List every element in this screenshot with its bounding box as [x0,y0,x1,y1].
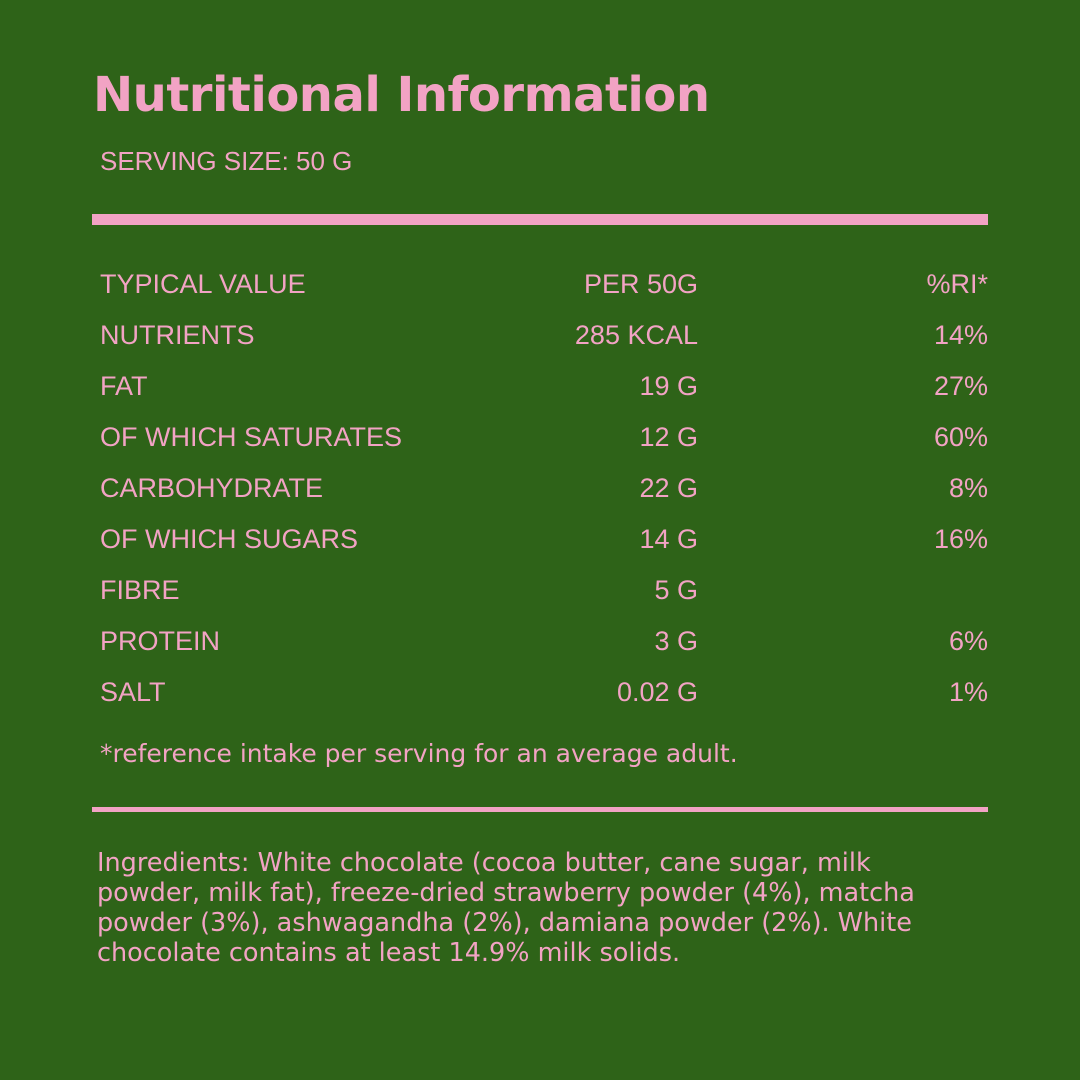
nutrient-name: FAT [100,371,148,401]
table-row: FAT 19 G 27% [100,361,988,412]
nutrition-table: TYPICAL VALUE PER 50G %RI* NUTRIENTS 285… [100,259,988,718]
nutrient-name: NUTRIENTS [100,320,255,350]
nutrient-name: OF WHICH SATURATES [100,422,402,452]
nutrient-name: CARBOHYDRATE [100,473,324,503]
divider-top [92,214,988,225]
header-per-serving: PER 50G [583,269,698,299]
header-typical-value: TYPICAL VALUE [100,269,306,299]
nutrient-ri: 1% [948,677,988,707]
nutrient-amount: 0.02 G [616,677,698,707]
nutrient-ri: 16% [933,524,988,554]
nutrient-ri: 27% [933,371,988,401]
table-header-row: TYPICAL VALUE PER 50G %RI* [100,259,988,310]
table-row: CARBOHYDRATE 22 G 8% [100,463,988,514]
table-row: PROTEIN 3 G 6% [100,616,988,667]
header-reference-intake: %RI* [926,269,988,299]
table-row: OF WHICH SUGARS 14 G 16% [100,514,988,565]
table-row: NUTRIENTS 285 KCAL 14% [100,310,988,361]
nutrient-amount: 12 G [639,422,698,452]
nutrient-amount: 22 G [639,473,698,503]
nutrient-ri: 60% [933,422,988,452]
footnote: *reference intake per serving for an ave… [100,739,738,768]
page-title: Nutritional Information [93,67,710,123]
table-row: FIBRE 5 G [100,565,988,616]
divider-bottom [92,807,988,812]
nutrient-amount: 5 G [654,575,698,605]
ingredients-text: Ingredients: White chocolate (cocoa butt… [97,848,915,968]
table-row: OF WHICH SATURATES 12 G 60% [100,412,988,463]
nutrient-amount: 3 G [654,626,698,656]
nutrient-amount: 19 G [639,371,698,401]
nutrient-amount: 285 KCAL [574,320,698,350]
nutrient-name: FIBRE [100,575,180,605]
nutrient-ri: 8% [948,473,988,503]
serving-size: SERVING SIZE: 50 G [100,146,353,176]
nutrient-name: PROTEIN [100,626,221,656]
nutrient-name: OF WHICH SUGARS [100,524,359,554]
nutrient-ri: 6% [948,626,988,656]
nutrient-ri: 14% [933,320,988,350]
nutrient-amount: 14 G [639,524,698,554]
nutrient-name: SALT [100,677,166,707]
table-row: SALT 0.02 G 1% [100,667,988,718]
